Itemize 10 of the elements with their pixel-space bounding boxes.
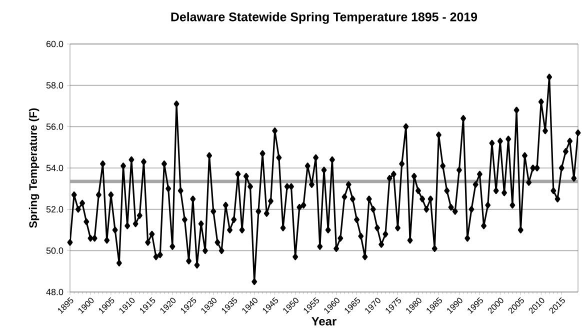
- y-tick-label: 50.0: [46, 247, 64, 254]
- y-tick-label: 56.0: [46, 123, 64, 130]
- x-axis-title: Year: [312, 317, 336, 326]
- y-tick-label: 48.0: [46, 288, 64, 296]
- y-tick-label: 60.0: [46, 40, 64, 48]
- y-tick-label: 54.0: [46, 164, 64, 172]
- y-axis-title: Spring Temperature (F): [28, 108, 40, 228]
- y-tick-label: 58.0: [46, 82, 64, 89]
- y-tick-label: 52.0: [46, 206, 64, 213]
- chart-title: Delaware Statewide Spring Temperature 1895 - 2019: [171, 12, 478, 24]
